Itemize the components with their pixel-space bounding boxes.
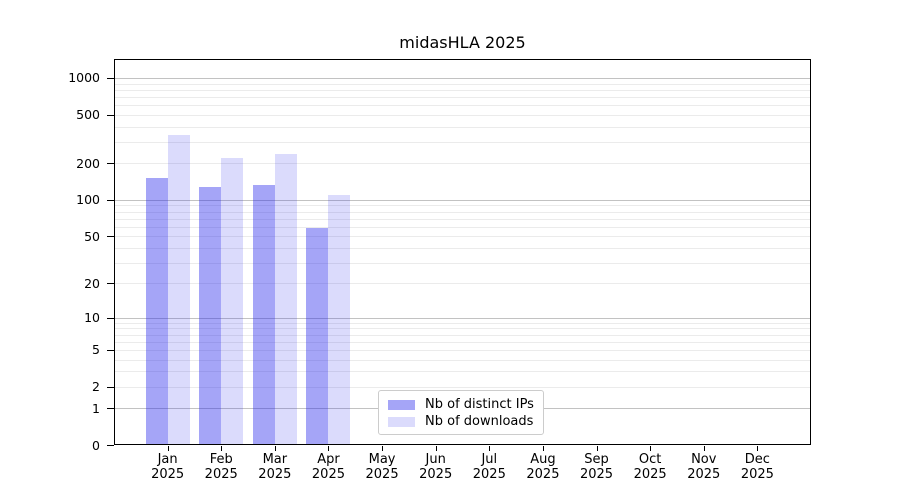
x-tick-mark bbox=[221, 446, 223, 451]
gridline-minor bbox=[114, 141, 811, 143]
legend-entry-downloads: Nb of downloads bbox=[388, 414, 534, 429]
gridline-minor bbox=[114, 322, 811, 324]
y-tick-label: 10 bbox=[84, 310, 100, 326]
y-tick-mark bbox=[107, 445, 114, 446]
gridline-minor bbox=[114, 236, 811, 238]
gridline-minor bbox=[114, 83, 811, 85]
gridline-minor bbox=[114, 105, 811, 107]
gridline-minor bbox=[114, 247, 811, 249]
gridline-minor bbox=[114, 371, 811, 373]
bar-downloads-jan bbox=[167, 135, 190, 445]
y-tick-mark bbox=[107, 77, 114, 79]
legend-swatch-downloads-icon bbox=[388, 416, 415, 427]
gridline-minor bbox=[114, 205, 811, 207]
gridline-minor bbox=[114, 386, 811, 388]
gridline-minor bbox=[114, 211, 811, 213]
y-tick-label: 5 bbox=[92, 342, 100, 358]
gridline-minor bbox=[114, 89, 811, 91]
x-tick-label: Dec 2025 bbox=[740, 452, 774, 482]
gridline-minor bbox=[114, 163, 811, 165]
y-tick-label: 50 bbox=[84, 228, 100, 244]
x-tick-mark bbox=[542, 446, 544, 451]
x-tick-mark bbox=[489, 446, 491, 451]
bar-distinct-ips-mar bbox=[252, 184, 275, 445]
legend: Nb of distinct IPs Nb of downloads bbox=[378, 390, 544, 435]
y-tick-label: 0 bbox=[92, 437, 100, 453]
gridline-minor bbox=[114, 359, 811, 361]
y-tick-label: 1 bbox=[92, 400, 100, 416]
y-tick-mark bbox=[107, 114, 114, 116]
y-tick-mark bbox=[107, 349, 114, 351]
x-tick-mark bbox=[328, 446, 330, 451]
x-tick-mark bbox=[382, 446, 384, 451]
plot-area bbox=[114, 59, 811, 445]
gridline-major bbox=[114, 77, 811, 79]
bar-distinct-ips-jan bbox=[145, 178, 168, 445]
gridline-major bbox=[114, 199, 811, 201]
y-tick-label: 200 bbox=[76, 155, 100, 171]
x-tick-label: Jan 2025 bbox=[151, 452, 185, 482]
legend-swatch-distinct-ips-icon bbox=[388, 399, 415, 410]
gridline-minor bbox=[114, 126, 811, 128]
x-tick-label: Jul 2025 bbox=[472, 452, 506, 482]
y-tick-label: 500 bbox=[76, 107, 100, 123]
x-tick-mark bbox=[435, 446, 437, 451]
x-tick-label: Oct 2025 bbox=[633, 452, 667, 482]
x-tick-mark bbox=[703, 446, 705, 451]
x-tick-label: Feb 2025 bbox=[204, 452, 238, 482]
x-tick-label: Apr 2025 bbox=[311, 452, 345, 482]
bar-downloads-mar bbox=[274, 154, 297, 445]
bar-distinct-ips-apr bbox=[306, 228, 329, 445]
gridline-minor bbox=[114, 262, 811, 264]
y-tick-mark bbox=[107, 163, 114, 165]
x-tick-mark bbox=[757, 446, 759, 451]
gridline-minor bbox=[114, 349, 811, 351]
y-tick-label: 2 bbox=[92, 379, 100, 395]
gridline-minor bbox=[114, 334, 811, 336]
gridline-minor bbox=[114, 114, 811, 116]
gridline-major bbox=[114, 317, 811, 319]
gridline-minor bbox=[114, 283, 811, 285]
x-tick-label: Sep 2025 bbox=[579, 452, 614, 482]
bar-downloads-feb bbox=[221, 157, 244, 445]
x-tick-mark bbox=[274, 446, 276, 451]
gridline-minor bbox=[114, 341, 811, 343]
legend-entry-distinct-ips: Nb of distinct IPs bbox=[388, 397, 534, 412]
gridline-minor bbox=[114, 328, 811, 330]
legend-label-distinct-ips: Nb of distinct IPs bbox=[425, 397, 534, 412]
x-tick-mark bbox=[596, 446, 598, 451]
x-tick-label: May 2025 bbox=[365, 452, 399, 482]
gridline-minor bbox=[114, 218, 811, 220]
bar-distinct-ips-feb bbox=[199, 186, 222, 445]
y-tick-mark bbox=[107, 317, 114, 319]
gridline-minor bbox=[114, 226, 811, 228]
y-tick-mark bbox=[107, 199, 114, 201]
x-tick-label: Mar 2025 bbox=[258, 452, 292, 482]
x-tick-label: Jun 2025 bbox=[419, 452, 453, 482]
chart-title: midasHLA 2025 bbox=[399, 33, 526, 52]
bar-downloads-apr bbox=[328, 195, 351, 445]
x-tick-mark bbox=[650, 446, 652, 451]
y-tick-label: 1000 bbox=[68, 70, 100, 86]
y-tick-mark bbox=[107, 283, 114, 285]
x-tick-label: Aug 2025 bbox=[526, 452, 560, 482]
y-tick-mark bbox=[107, 408, 114, 410]
y-tick-label: 20 bbox=[84, 275, 100, 291]
y-tick-label: 100 bbox=[76, 192, 100, 208]
legend-label-downloads: Nb of downloads bbox=[425, 414, 534, 429]
x-tick-label: Nov 2025 bbox=[687, 452, 721, 482]
y-tick-mark bbox=[107, 236, 114, 238]
x-tick-mark bbox=[167, 446, 169, 451]
y-tick-mark bbox=[107, 386, 114, 388]
gridline-minor bbox=[114, 96, 811, 98]
